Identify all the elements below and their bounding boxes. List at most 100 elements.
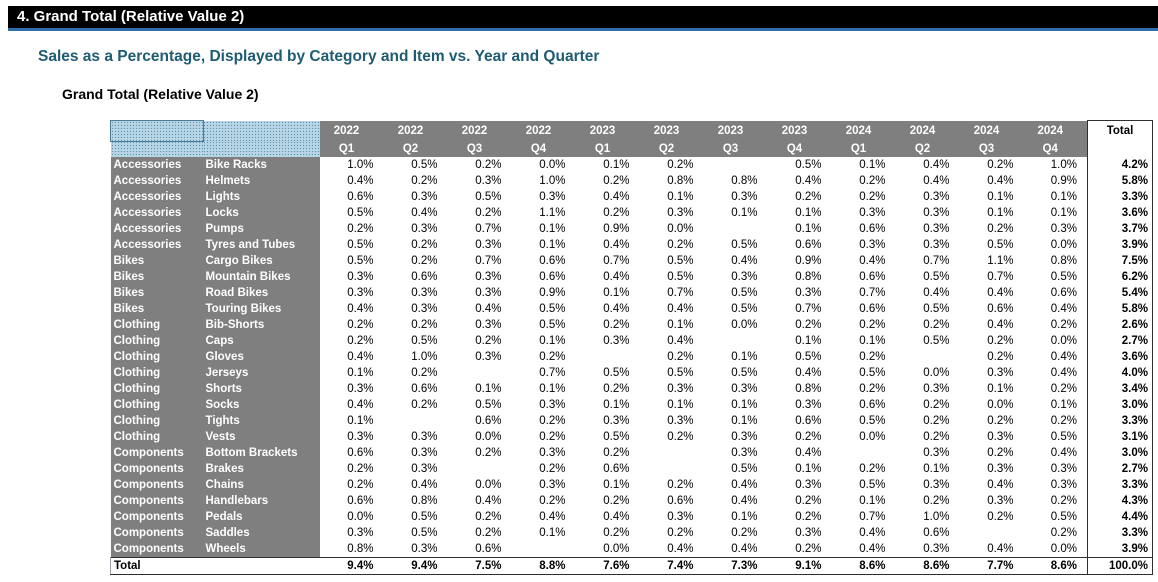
value-cell <box>640 461 704 477</box>
value-cell: 0.3% <box>859 239 886 251</box>
row-total-cell: 3.6% <box>1087 349 1153 365</box>
value-cell: 0.5% <box>411 159 438 171</box>
value-cell: 0.2% <box>347 479 374 491</box>
value-cell: 0.1% <box>859 335 886 347</box>
value-cell: 0.5% <box>603 431 630 443</box>
value-cell: 0.4% <box>603 191 630 203</box>
value-cell: 0.2% <box>859 463 886 475</box>
value-cell: 0.2% <box>667 159 694 171</box>
category-cell: Components <box>110 525 203 541</box>
row-total-cell: 3.3% <box>1087 477 1153 493</box>
value-cell: 1.1% <box>539 207 566 219</box>
value-cell: 0.5% <box>539 303 566 315</box>
value-cell: 0.2% <box>475 335 502 347</box>
value-cell: 0.5% <box>795 159 822 171</box>
value-cell: 0.4% <box>1050 367 1077 379</box>
value-cell: 0.2% <box>347 223 374 235</box>
value-cell: 0.3% <box>539 191 566 203</box>
value-cell: 0.2% <box>859 175 886 187</box>
row-total-cell: 3.7% <box>1087 221 1153 237</box>
row-total-cell: 7.5% <box>1087 253 1153 269</box>
year-header: 2022 <box>511 120 576 141</box>
quarter-header: Q4 <box>511 141 576 157</box>
value-cell: 0.3% <box>411 191 438 203</box>
value-cell: 0.3% <box>923 479 950 491</box>
value-cell: 0.3% <box>603 335 630 347</box>
total-header-spacer <box>1087 141 1153 157</box>
value-cell: 0.3% <box>667 207 694 219</box>
grand-total-cell: 9.4% <box>319 557 384 575</box>
value-cell: 0.8% <box>795 383 822 395</box>
value-cell: 0.1% <box>603 479 630 491</box>
grand-total-cell: 7.5% <box>447 557 512 575</box>
selected-corner-cell[interactable] <box>109 119 204 142</box>
value-cell: 0.7% <box>475 255 502 267</box>
category-cell: Bikes <box>110 285 203 301</box>
value-cell: 0.3% <box>923 191 950 203</box>
value-cell: 0.9% <box>795 255 822 267</box>
value-cell: 0.3% <box>667 511 694 523</box>
grand-total-cell: 7.7% <box>959 557 1024 575</box>
value-cell: 0.5% <box>859 415 886 427</box>
row-total-cell: 3.4% <box>1087 381 1153 397</box>
grand-total-row: Total 9.4% 9.4% 7.5% 8.8% 7.6% 7.4% 7.3%… <box>110 557 1153 575</box>
value-cell: 0.0% <box>475 431 502 443</box>
category-cell: Clothing <box>110 349 203 365</box>
value-cell: 0.0% <box>539 159 566 171</box>
value-cell: 0.6% <box>411 383 438 395</box>
value-cell: 0.8% <box>731 175 758 187</box>
value-cell: 0.3% <box>1050 223 1077 235</box>
value-cell: 0.1% <box>731 399 758 411</box>
category-cell: Accessories <box>110 221 203 237</box>
value-cell: 0.0% <box>859 431 886 443</box>
value-cell: 0.6% <box>987 303 1014 315</box>
value-cell: 0.2% <box>411 255 438 267</box>
value-cell: 0.3% <box>987 463 1014 475</box>
table-row: Accessories Locks 0.5% 0.4% 0.2% 1.1% 0.2% 0.3%… <box>110 205 1153 221</box>
value-cell: 0.4% <box>923 287 950 299</box>
value-cell: 0.4% <box>347 303 374 315</box>
value-cell: 0.4% <box>923 175 950 187</box>
category-cell: Components <box>110 461 203 477</box>
item-cell: Bike Racks <box>202 157 320 173</box>
value-cell: 0.6% <box>923 527 950 539</box>
quarter-header: Q2 <box>383 141 448 157</box>
value-cell: 0.6% <box>411 271 438 283</box>
category-cell: Components <box>110 509 203 525</box>
value-cell: 0.3% <box>411 431 438 443</box>
value-cell: 0.4% <box>347 399 374 411</box>
value-cell: 0.3% <box>475 239 502 251</box>
item-cell: Helmets <box>202 173 320 189</box>
value-cell: 0.2% <box>795 543 822 555</box>
value-cell: 0.7% <box>475 223 502 235</box>
value-cell: 0.4% <box>859 255 886 267</box>
value-cell: 0.7% <box>539 367 566 379</box>
value-cell: 0.3% <box>411 543 438 555</box>
value-cell: 0.5% <box>731 287 758 299</box>
pivot-table: 2022 2022 2022 2022 2023 2023 2023 2023 … <box>109 119 1153 575</box>
corner-cell[interactable] <box>202 141 320 157</box>
item-cell: Pedals <box>202 509 320 525</box>
value-cell <box>512 541 576 558</box>
value-cell: 0.5% <box>603 367 630 379</box>
value-cell <box>576 349 640 365</box>
year-header: 2024 <box>831 120 896 141</box>
value-cell: 0.3% <box>923 207 950 219</box>
row-total-cell: 2.7% <box>1087 461 1153 477</box>
quarter-header: Q1 <box>319 141 384 157</box>
table-row: Components Bottom Brackets 0.6% 0.3% 0.2% 0.3… <box>110 445 1153 461</box>
value-cell: 0.3% <box>923 239 950 251</box>
value-cell: 0.3% <box>923 543 950 555</box>
value-cell: 0.1% <box>667 399 694 411</box>
value-cell: 0.3% <box>923 447 950 459</box>
value-cell: 0.1% <box>667 319 694 331</box>
value-cell <box>960 525 1024 541</box>
corner-cell[interactable] <box>202 120 320 141</box>
value-cell: 0.1% <box>603 399 630 411</box>
value-cell: 0.5% <box>923 271 950 283</box>
corner-cell[interactable] <box>110 141 203 157</box>
value-cell <box>384 413 448 429</box>
value-cell: 0.4% <box>987 319 1014 331</box>
year-header: 2023 <box>767 120 832 141</box>
section-title: 4. Grand Total (Relative Value 2) <box>17 8 245 25</box>
